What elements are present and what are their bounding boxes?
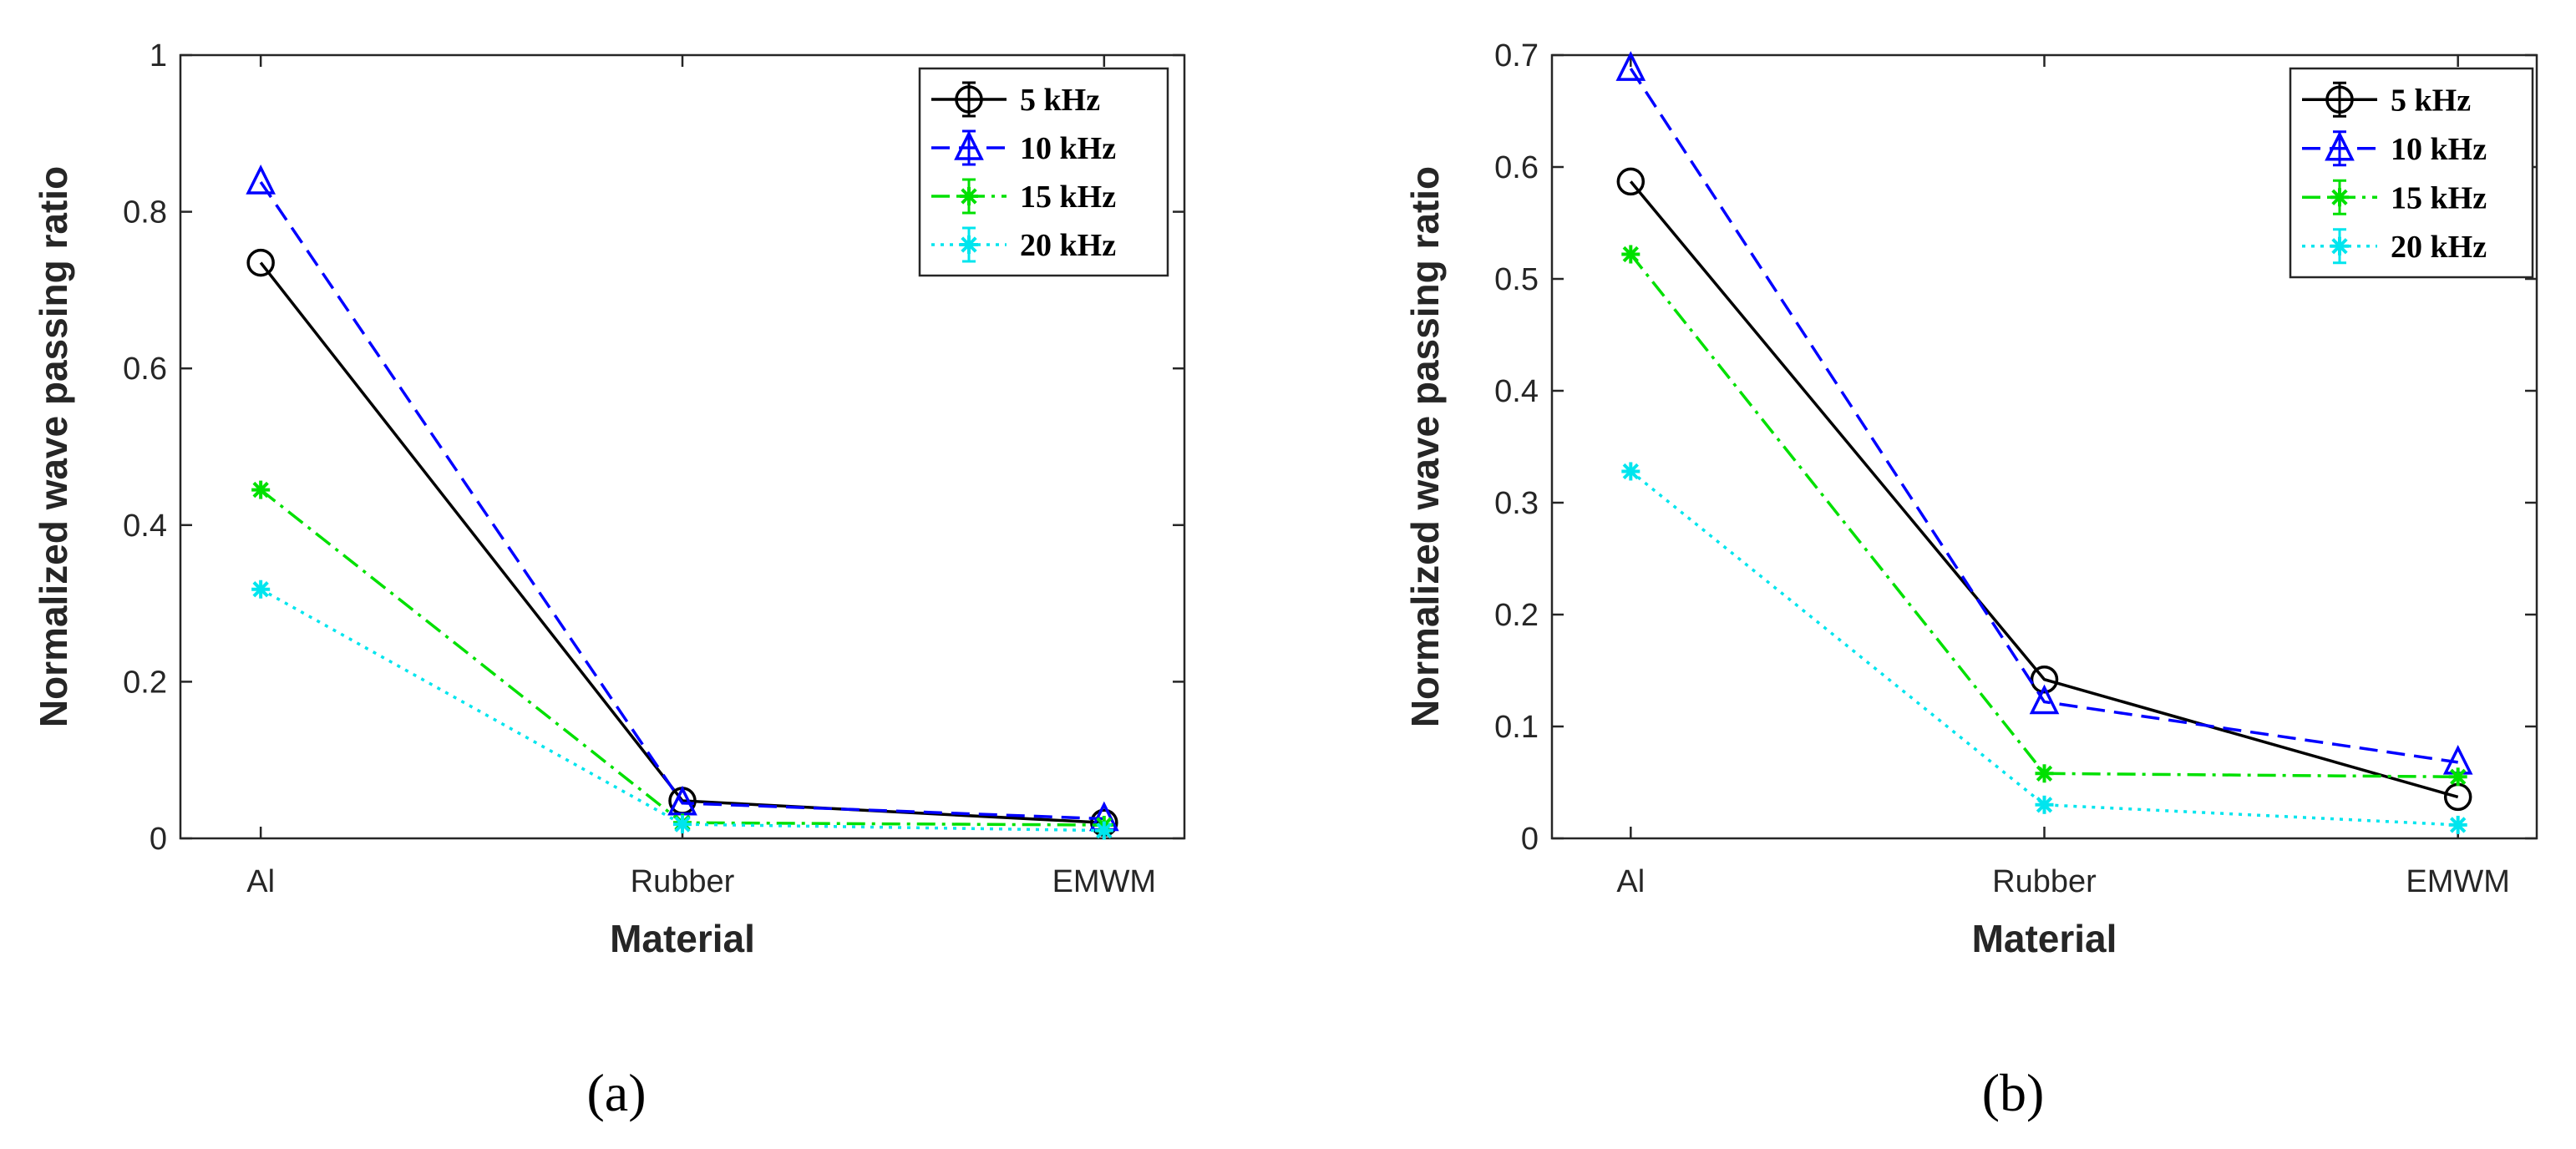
legend: 5 kHz 10 kHz 15 kHz 20 kHz bbox=[918, 67, 1169, 277]
series-line bbox=[1630, 470, 2458, 827]
data-point-marker bbox=[1621, 245, 1640, 264]
panel-label: (b) bbox=[1982, 1063, 2045, 1122]
data-point-marker bbox=[246, 165, 276, 195]
legend-label: 15 kHz bbox=[2391, 180, 2487, 215]
series-line bbox=[1629, 180, 2459, 799]
data-point-marker bbox=[2030, 665, 2059, 694]
data-point-marker bbox=[1621, 462, 1640, 481]
series-20-khz bbox=[1621, 462, 2467, 834]
y-axis-label: Normalized wave passing ratio bbox=[1403, 166, 1447, 727]
data-point-marker bbox=[251, 480, 271, 499]
series-line bbox=[259, 180, 1104, 821]
series-line bbox=[1629, 253, 2458, 779]
data-point-marker bbox=[1094, 821, 1113, 840]
series-line bbox=[260, 588, 1104, 833]
legend-marker bbox=[2330, 236, 2349, 256]
x-axis-label: Material bbox=[1972, 917, 2117, 960]
legend-box bbox=[2289, 67, 2534, 279]
legend: 5 kHz 10 kHz 15 kHz 20 kHz bbox=[2289, 67, 2534, 279]
y-tick-label: 0.2 bbox=[123, 665, 167, 700]
y-tick-label: 0.4 bbox=[123, 509, 167, 544]
legend-marker bbox=[2330, 188, 2349, 207]
legend-marker bbox=[2325, 130, 2355, 161]
data-point-marker bbox=[1615, 51, 1646, 81]
y-tick-label: 0.6 bbox=[123, 352, 167, 387]
legend-label: 20 kHz bbox=[1020, 228, 1116, 263]
panel-label: (a) bbox=[586, 1063, 646, 1122]
legend-marker bbox=[960, 187, 978, 205]
legend-box bbox=[918, 67, 1169, 277]
legend-label: 10 kHz bbox=[2391, 132, 2487, 167]
data-point-marker bbox=[2035, 795, 2054, 814]
data-point-marker bbox=[2448, 767, 2467, 787]
y-tick-label: 0.3 bbox=[1494, 486, 1539, 521]
y-tick-label: 0.2 bbox=[1494, 598, 1539, 633]
y-tick-label: 1 bbox=[150, 38, 167, 73]
y-tick-label: 0.6 bbox=[1494, 150, 1539, 185]
y-tick-label: 0.4 bbox=[1494, 374, 1539, 409]
x-tick-label: Rubber bbox=[631, 864, 735, 899]
data-point-marker bbox=[2448, 815, 2467, 834]
series-20-khz bbox=[251, 580, 1113, 840]
legend-label: 10 kHz bbox=[1020, 131, 1116, 166]
data-point-marker bbox=[2029, 684, 2060, 715]
legend-label: 5 kHz bbox=[1020, 83, 1100, 118]
y-axis-label: Normalized wave passing ratio bbox=[32, 166, 75, 727]
x-tick-label: EMWM bbox=[1052, 864, 1157, 899]
y-tick-label: 0.7 bbox=[1494, 38, 1539, 73]
series-line bbox=[1629, 68, 2458, 764]
legend-label: 20 kHz bbox=[2391, 230, 2487, 265]
x-tick-label: EMWM bbox=[2406, 864, 2510, 899]
legend-marker bbox=[960, 235, 978, 254]
legend-label: 5 kHz bbox=[2391, 83, 2471, 118]
chart-panel-a: 0 0.2 0.4 0.6 0.8 1 Al Rubber EMWM Material Normal… bbox=[32, 38, 1186, 1122]
legend-marker bbox=[955, 85, 983, 114]
legend-marker bbox=[2325, 85, 2354, 114]
series-5-khz bbox=[1616, 167, 2472, 812]
data-point-marker bbox=[673, 815, 692, 834]
y-tick-label: 0.8 bbox=[123, 195, 167, 230]
x-tick-label: Rubber bbox=[1992, 864, 2097, 899]
legend-label: 15 kHz bbox=[1020, 180, 1116, 215]
data-point-marker bbox=[2035, 764, 2054, 783]
y-tick-label: 0 bbox=[150, 822, 167, 857]
y-tick-label: 0.1 bbox=[1494, 710, 1539, 745]
x-axis-label: Material bbox=[610, 917, 755, 960]
legend-marker bbox=[954, 130, 984, 160]
data-point-marker bbox=[251, 580, 271, 599]
x-tick-label: Al bbox=[246, 864, 275, 899]
data-point-marker bbox=[1616, 167, 1645, 196]
chart-panel-b: 0 0.1 0.2 0.3 0.4 0.5 0.6 0.7 Al Rubber EMWM Materi… bbox=[1403, 38, 2538, 1122]
y-tick-label: 0 bbox=[1521, 822, 1539, 857]
x-tick-label: Al bbox=[1616, 864, 1645, 899]
series-15-khz bbox=[1621, 245, 2467, 787]
data-point-marker bbox=[246, 248, 275, 277]
y-tick-label: 0.5 bbox=[1494, 262, 1539, 297]
